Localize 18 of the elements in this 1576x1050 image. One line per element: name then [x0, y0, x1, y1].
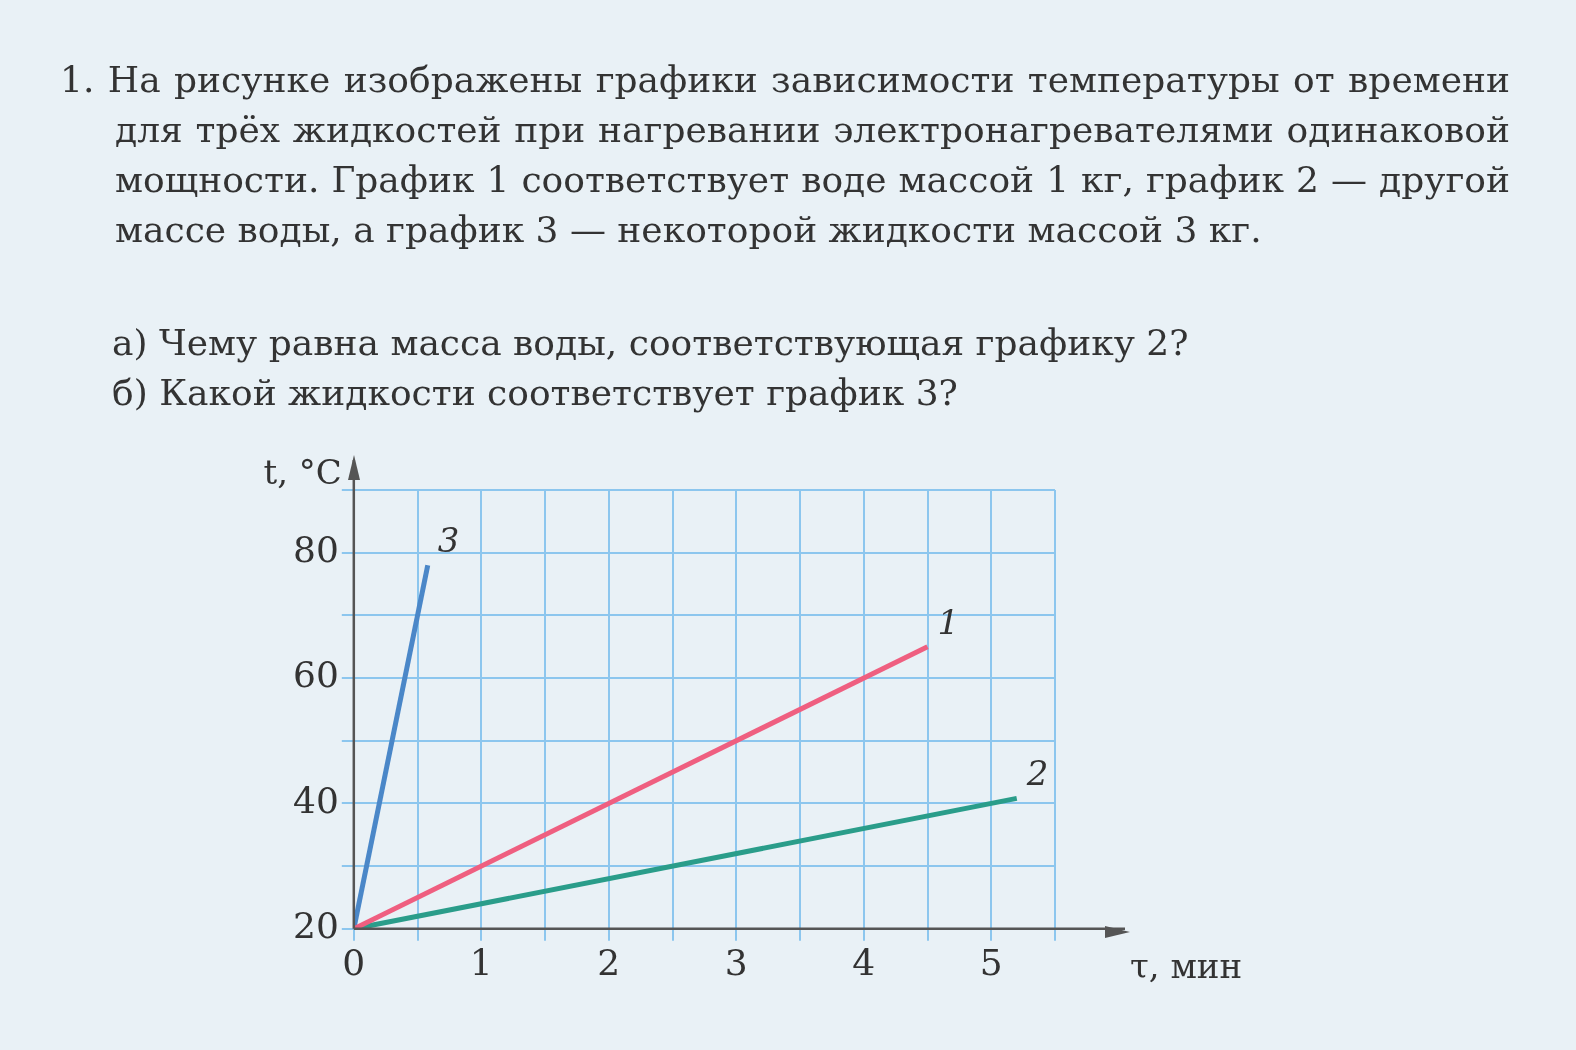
y-tick-label: 80 — [293, 529, 339, 571]
text: б) Какой жидкости соответствует график 3? — [112, 371, 959, 415]
x-tick-label: 2 — [597, 941, 621, 983]
series-label: 1 — [937, 601, 960, 642]
x-tick-label: 0 — [342, 941, 366, 983]
chart-title: 1. На рисунке изображены графики зависимости температуры от времени для трёх жидкостей при нагревании электронагревателями одинаковой мощности. График 1 соответствует воде массой 1 кг, график 2 — другой массе воды, а график 3 — некоторой жидкости массой 3 кг. — [60, 58, 1510, 252]
x-tick-label: 3 — [724, 941, 748, 983]
y-tick-label: 20 — [293, 905, 339, 947]
series-label: 2 — [1025, 753, 1049, 794]
text: а) Чему равна масса воды, соответствующая графику 2? — [112, 321, 1190, 365]
y-tick-label: 60 — [293, 654, 339, 696]
series-label: 3 — [437, 520, 460, 561]
x-tick-label: 4 — [852, 941, 876, 983]
x-axis-title: τ, мин — [1130, 945, 1243, 986]
x-tick-label: 1 — [469, 941, 493, 983]
x-tick-label: 5 — [979, 941, 1003, 983]
y-axis-title: t, °C — [263, 451, 342, 492]
y-tick-label: 40 — [293, 779, 339, 821]
